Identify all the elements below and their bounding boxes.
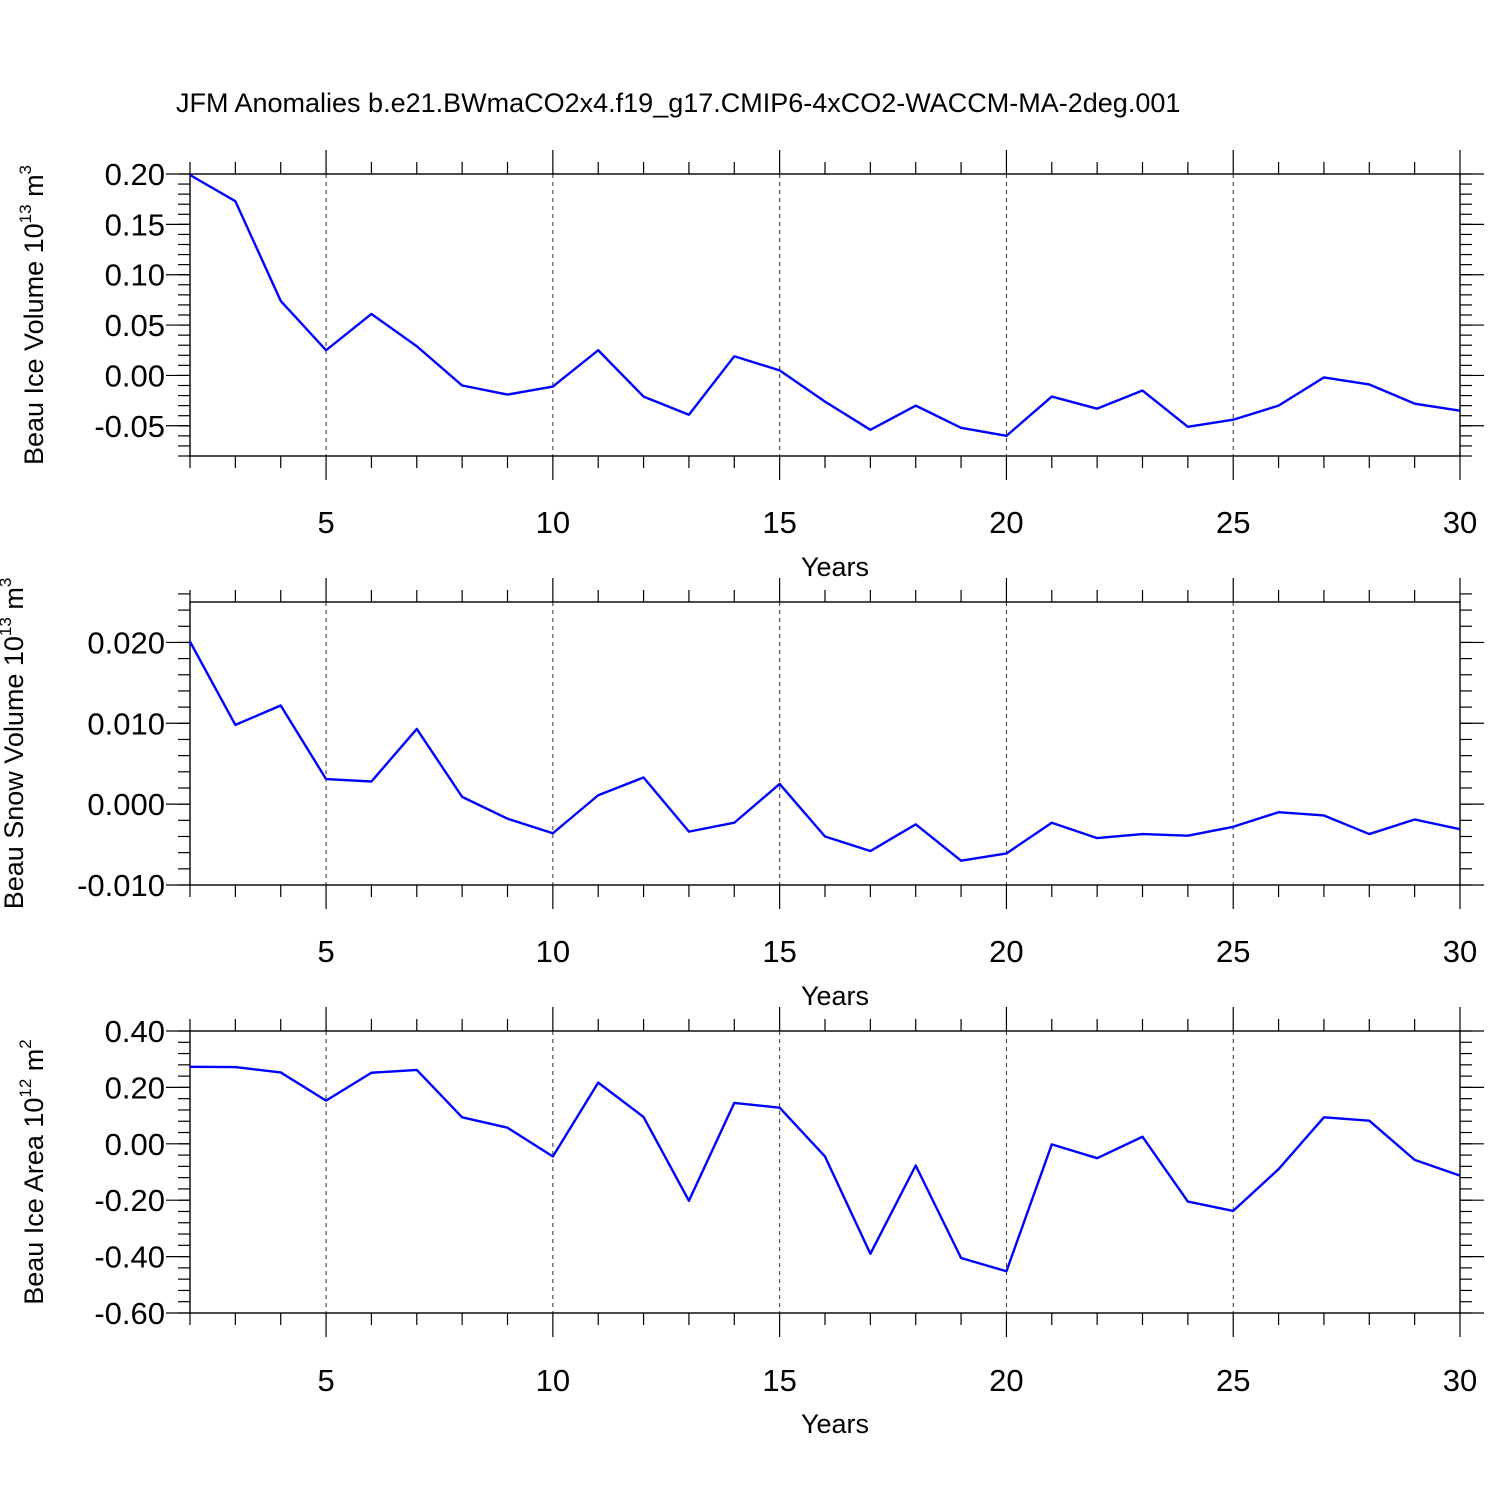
x-tick-label: 5 [317, 505, 334, 540]
y-axis-title-superscript: 13 [16, 204, 35, 223]
y-tick-label: 0.00 [105, 358, 165, 393]
x-tick-label: 30 [1443, 505, 1477, 540]
figure-title: JFM Anomalies b.e21.BWmaCO2x4.f19_g17.CM… [176, 88, 1180, 118]
y-tick-label: -0.40 [94, 1240, 165, 1275]
y-axis-title-superscript: 3 [0, 578, 15, 587]
y-tick-label: -0.05 [94, 409, 165, 444]
y-axis-title-superscript: 13 [0, 617, 15, 636]
x-tick-label: 30 [1443, 934, 1477, 969]
x-tick-label: 20 [989, 934, 1023, 969]
y-tick-label: 0.010 [87, 706, 165, 741]
x-tick-label: 10 [536, 1363, 570, 1398]
y-tick-label: 0.00 [105, 1127, 165, 1162]
y-tick-label: 0.05 [105, 308, 165, 343]
x-tick-label: 15 [762, 1363, 796, 1398]
y-axis-title-superscript: 12 [16, 1079, 35, 1098]
x-tick-label: 30 [1443, 1363, 1477, 1398]
data-series-line [189, 1065, 1461, 1273]
x-axis-title: Years [801, 1409, 869, 1439]
y-tick-label: -0.010 [77, 868, 165, 903]
data-series-line [188, 641, 1461, 862]
y-axis-title: Beau Snow Volume 1013 m3 [0, 578, 29, 910]
x-tick-label: 10 [536, 934, 570, 969]
y-axis-title-superscript: 3 [16, 165, 35, 174]
y-axis-title-superscript: 2 [16, 1039, 35, 1048]
y-tick-label: -0.20 [94, 1183, 165, 1218]
x-tick-label: 10 [536, 505, 570, 540]
x-tick-label: 5 [317, 934, 334, 969]
chart-panels: 5 10 15 20 25 300.200.150.100.050.00-0.05Year… [0, 150, 1484, 1439]
y-tick-label: 0.020 [87, 625, 165, 660]
x-tick-label: 5 [317, 1363, 334, 1398]
x-tick-label: 25 [1216, 1363, 1250, 1398]
y-tick-label: 0.20 [105, 157, 165, 192]
y-axis-title-part: m [0, 587, 29, 617]
x-axis-title: Years [801, 981, 869, 1011]
y-axis-title-part: m [19, 1049, 49, 1079]
y-tick-label: 0.40 [105, 1014, 165, 1049]
y-tick-label: 0.10 [105, 258, 165, 293]
y-axis-title-part: Beau Ice Volume 10 [19, 223, 49, 465]
plot-frame [189, 173, 1461, 457]
x-tick-label: 15 [762, 934, 796, 969]
x-tick-label: 25 [1216, 934, 1250, 969]
y-axis-title-part: m [19, 174, 49, 204]
y-tick-label: 0.20 [105, 1070, 165, 1105]
x-tick-label: 15 [762, 505, 796, 540]
x-axis-title: Years [801, 552, 869, 582]
x-tick-label: 20 [989, 505, 1023, 540]
x-tick-label: 20 [989, 1363, 1023, 1398]
x-tick-label: 25 [1216, 505, 1250, 540]
data-series-line [189, 173, 1461, 438]
chart-panel-1: 5 10 15 20 25 30 0.20 0.15 0.10 0.05 0.00 -0.05 Year… [16, 150, 1484, 582]
y-axis-title-part: Beau Snow Volume 10 [0, 636, 29, 909]
y-axis-title-part: Beau Ice Area 10 [19, 1098, 49, 1305]
y-axis-title: Beau Ice Area 1012 m2 [16, 1039, 49, 1305]
y-tick-label: 0.000 [87, 787, 165, 822]
y-tick-label: -0.60 [94, 1296, 165, 1331]
chart-panel-3: 5 10 15 20 25 30 0.40 0.20 0.00 -0.20 -0.40 -0.60 Ye… [16, 1007, 1484, 1439]
y-tick-label: 0.15 [105, 207, 165, 242]
plot-frame [189, 601, 1461, 886]
chart-panel-2: 5 10 15 20 25 30 0.020 0.010 0.000 -0.010 Years Bea… [0, 578, 1484, 1011]
y-axis-title: Beau Ice Volume 1013 m3 [16, 165, 49, 465]
